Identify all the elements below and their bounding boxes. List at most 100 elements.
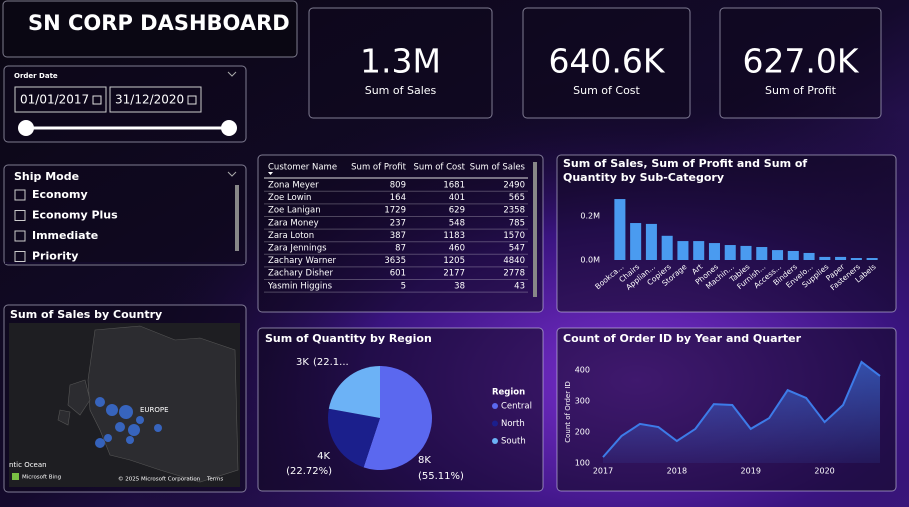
y-tick-label: 0.0M: [580, 256, 600, 265]
slider-handle[interactable]: [221, 120, 237, 136]
bar: [630, 223, 642, 260]
pie-slice: [363, 366, 432, 470]
slice-percent-label: (55.11%): [418, 471, 464, 482]
table-cell: 401: [449, 193, 465, 203]
table-cell: Yasmin Higgins: [267, 281, 333, 291]
table-cell: 237: [390, 218, 406, 228]
chart-title: Sum of Sales, Sum of Profit and Sum of Q…: [563, 157, 808, 184]
column-header: Sum of Sales: [470, 163, 526, 173]
calendar-icon: [92, 95, 102, 105]
bar: [803, 252, 815, 260]
option-label[interactable]: Economy: [32, 188, 88, 201]
table-cell: 1183: [443, 231, 465, 241]
table-cell: 548: [449, 218, 465, 228]
map-label: EUROPE: [140, 406, 169, 414]
chart-title-box: Sum of Sales, Sum of Profit and Sum of Q…: [563, 157, 808, 184]
map-bubble: [154, 424, 162, 432]
table-cell: 5: [401, 281, 406, 291]
checkbox[interactable]: [14, 210, 26, 221]
bar: [614, 199, 626, 260]
x-tick-label: 2017: [593, 467, 613, 476]
y-tick-label: 200: [575, 428, 590, 437]
bar: [677, 241, 689, 260]
bar: [772, 250, 784, 260]
table-cell: 1729: [384, 206, 406, 216]
table-cell: Zona Meyer: [268, 181, 319, 191]
map-bubble: [126, 436, 134, 444]
pie-slice: [328, 408, 380, 468]
bar: [724, 245, 736, 260]
bar: [850, 258, 862, 260]
x-tick-label: 2018: [667, 467, 687, 476]
map-bubble: [95, 438, 105, 448]
kpi-value: 1.3M: [360, 42, 441, 81]
table-cell: Zoe Lanigan: [268, 206, 321, 216]
map-terms[interactable]: Terms: [206, 477, 223, 483]
legend-marker: [492, 420, 498, 427]
column-header: Customer Name: [268, 163, 337, 173]
table-cell: 2490: [503, 181, 525, 191]
option-label[interactable]: Immediate: [32, 229, 98, 242]
bar: [661, 235, 673, 260]
bar: [693, 241, 705, 260]
kpi-value: 640.6K: [548, 42, 665, 81]
date-input[interactable]: [14, 86, 107, 113]
map-bubble: [95, 397, 105, 407]
slice-quantity-label: 4K: [317, 451, 330, 462]
dashboard-title: SN CORP DASHBOARD: [28, 11, 290, 35]
bar: [708, 243, 720, 260]
map-copyright: © 2025 Microsoft Corporation: [118, 476, 201, 483]
option-label[interactable]: Economy Plus: [32, 209, 118, 222]
kpi-label: Sum of Profit: [765, 84, 837, 97]
slider-handle[interactable]: [18, 120, 34, 136]
table-cell: 601: [390, 269, 406, 279]
table-cell: Zara Loton: [268, 231, 314, 241]
legend-title: Region: [492, 388, 525, 398]
legend-label: Central: [501, 402, 532, 412]
legend-marker: [492, 438, 498, 444]
table-cell: 1570: [503, 231, 525, 241]
map-bubble: [106, 404, 118, 416]
bar: [740, 245, 752, 260]
bar: [819, 256, 831, 260]
bar: [645, 223, 657, 260]
map-title: Sum of Sales by Country: [10, 308, 162, 321]
chevron: [227, 171, 237, 177]
chart-title: Count of Order ID by Year and Quarter: [563, 332, 802, 345]
table-cell: 43: [514, 281, 525, 291]
date-input[interactable]: [109, 86, 202, 113]
legend-label: South: [501, 437, 526, 447]
bing-logo: [12, 473, 19, 480]
slice-percent-label: (22.72%): [286, 466, 332, 477]
table-cell: 38: [454, 281, 465, 291]
slice-percent-label: (22.1...: [313, 357, 349, 368]
clip-cover: [5, 262, 245, 264]
map-bubble: [119, 405, 133, 419]
table-cell: 460: [449, 244, 465, 254]
scrollbar: [235, 185, 239, 251]
map-bubble: [104, 434, 112, 442]
bar: [756, 247, 768, 260]
x-tick-label: 2019: [741, 467, 761, 476]
slicer-label: Order Date: [14, 72, 58, 80]
line: [602, 360, 881, 458]
map-label: ntic Ocean: [9, 461, 47, 469]
checkbox[interactable]: [14, 189, 26, 201]
ship-mode-slicer: [3, 164, 247, 266]
option-label[interactable]: Priority: [32, 250, 78, 263]
map-bubble: [136, 416, 144, 424]
kpi-card: [522, 7, 691, 119]
table-panel: [257, 154, 544, 313]
table-cell: 1681: [443, 181, 465, 191]
checkbox[interactable]: [14, 251, 26, 262]
kpi-card: [308, 7, 493, 119]
scrollbar: [533, 162, 537, 297]
chevron: [227, 71, 237, 77]
table-cell: 164: [390, 193, 406, 203]
table-cell: 547: [509, 244, 525, 254]
legend-marker: [492, 403, 498, 409]
checkbox[interactable]: [14, 230, 26, 242]
slicer-label: Ship Mode: [14, 170, 79, 183]
table-cell: Zara Money: [268, 218, 319, 228]
